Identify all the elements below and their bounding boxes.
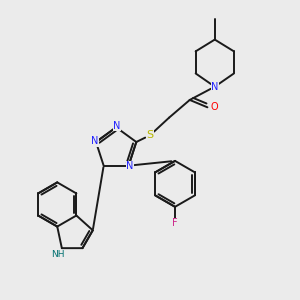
- Text: O: O: [210, 102, 218, 112]
- Text: NH: NH: [52, 250, 65, 259]
- Text: F: F: [172, 218, 178, 228]
- Text: N: N: [126, 161, 134, 171]
- Text: S: S: [146, 130, 154, 140]
- Text: N: N: [113, 121, 120, 131]
- Text: N: N: [211, 82, 218, 92]
- Text: N: N: [91, 136, 98, 146]
